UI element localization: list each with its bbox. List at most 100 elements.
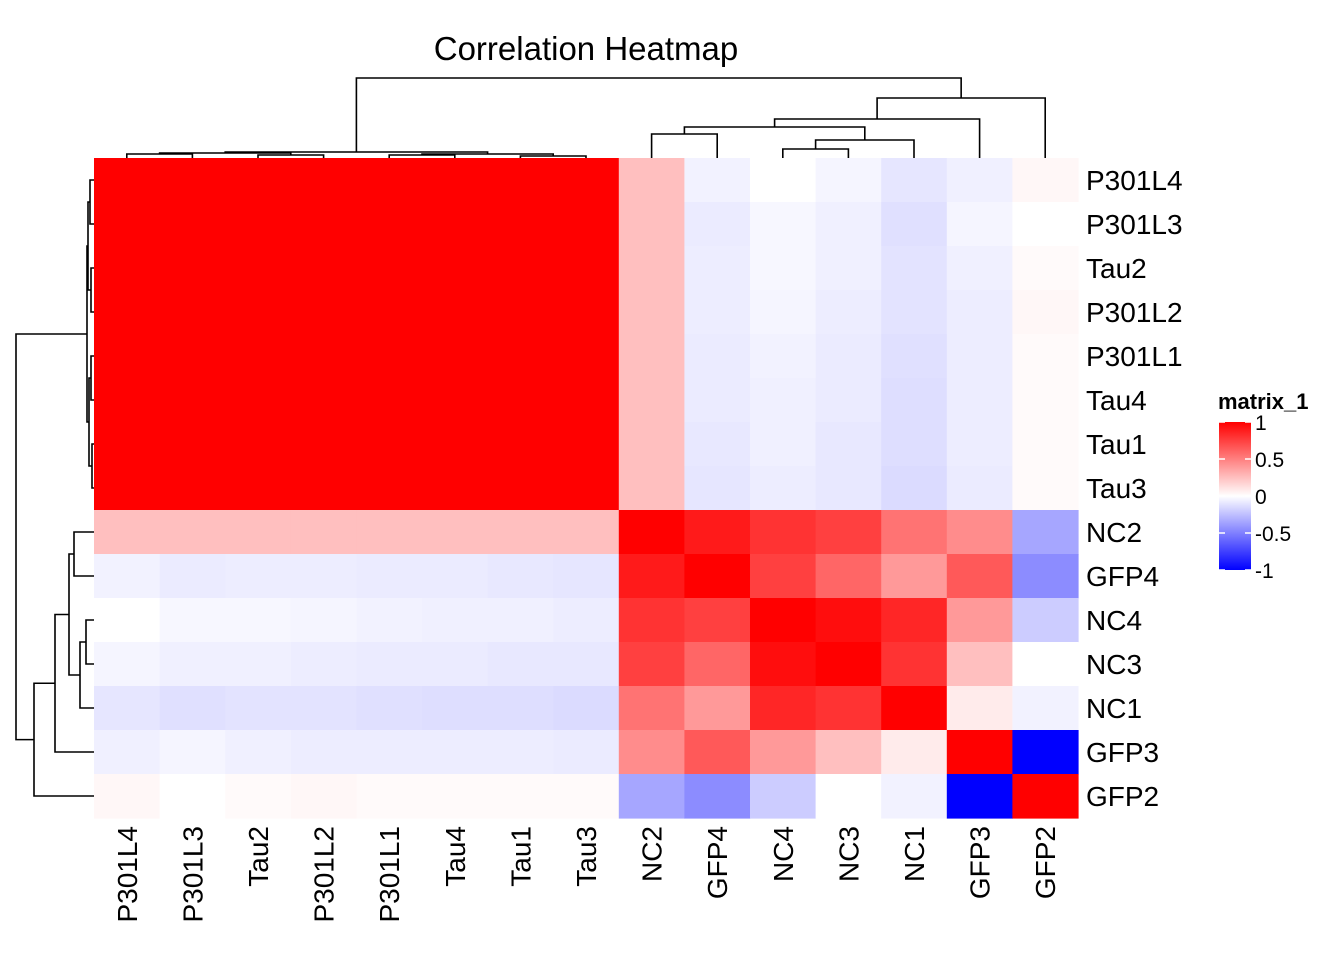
heatmap-cell <box>159 686 226 731</box>
heatmap-cell <box>487 466 554 511</box>
heatmap-cell <box>1012 554 1079 599</box>
heatmap-cell <box>422 774 489 819</box>
legend-tick-label: 0 <box>1255 486 1267 509</box>
heatmap-cell <box>618 290 685 335</box>
heatmap-cell <box>159 598 226 643</box>
heatmap-cell <box>618 246 685 291</box>
heatmap-cell <box>159 422 226 467</box>
heatmap-cell <box>290 290 357 335</box>
dendrogram-link <box>876 97 1046 158</box>
heatmap-cell <box>422 158 489 203</box>
heatmap-cell <box>94 510 161 555</box>
heatmap-cell <box>159 378 226 423</box>
heatmap-cell <box>94 466 161 511</box>
heatmap-cell <box>684 598 751 643</box>
heatmap-cell <box>815 378 882 423</box>
dendrogram-link <box>126 153 194 158</box>
legend-title: matrix_1 <box>1218 389 1309 414</box>
heatmap-cell <box>684 246 751 291</box>
heatmap-cell <box>290 774 357 819</box>
heatmap-cell <box>881 774 948 819</box>
heatmap-cell <box>159 246 226 291</box>
heatmap-cell <box>553 334 620 379</box>
heatmap-cell <box>487 642 554 687</box>
row-label: Tau1 <box>1086 429 1147 460</box>
heatmap-cell <box>356 334 423 379</box>
heatmap-cell <box>553 730 620 775</box>
heatmap-cell <box>618 686 685 731</box>
heatmap-cell <box>487 510 554 555</box>
heatmap-cell <box>94 158 161 203</box>
row-label: GFP4 <box>1086 561 1159 592</box>
dendrogram-link <box>257 154 325 158</box>
row-dendrogram <box>15 179 94 797</box>
heatmap-cell <box>881 730 948 775</box>
legend-tick-label: 0.5 <box>1255 449 1284 472</box>
heatmap-cell <box>815 246 882 291</box>
heatmap-cell <box>225 598 292 643</box>
heatmap-cell <box>881 686 948 731</box>
heatmap-cell <box>815 554 882 599</box>
dendrogram-link <box>773 118 981 158</box>
heatmap-cell <box>422 202 489 247</box>
heatmap-cell <box>290 246 357 291</box>
heatmap-cell <box>815 158 882 203</box>
column-label: NC4 <box>768 826 799 882</box>
heatmap-cell <box>290 202 357 247</box>
heatmap-cell <box>487 290 554 335</box>
heatmap-cell <box>225 290 292 335</box>
heatmap-cell <box>815 202 882 247</box>
heatmap-cell <box>618 510 685 555</box>
heatmap-cell <box>553 202 620 247</box>
heatmap-cell <box>881 642 948 687</box>
heatmap-cell <box>750 774 817 819</box>
row-label: NC2 <box>1086 517 1142 548</box>
heatmap-cell <box>881 158 948 203</box>
heatmap-cell <box>290 158 357 203</box>
heatmap-cell <box>750 642 817 687</box>
heatmap-cell <box>750 554 817 599</box>
heatmap-cell <box>815 642 882 687</box>
heatmap-cell <box>422 290 489 335</box>
heatmap-cell <box>290 686 357 731</box>
heatmap-cell <box>750 422 817 467</box>
heatmap-cell <box>356 290 423 335</box>
heatmap-cell <box>422 466 489 511</box>
heatmap-cell <box>618 554 685 599</box>
heatmap-cell <box>159 554 226 599</box>
heatmap-cell <box>750 510 817 555</box>
heatmap-cell <box>618 774 685 819</box>
heatmap-cell <box>290 378 357 423</box>
heatmap-cell <box>946 290 1013 335</box>
heatmap-cell <box>946 598 1013 643</box>
heatmap-cell <box>618 466 685 511</box>
heatmap-cell <box>487 378 554 423</box>
heatmap-cell <box>159 642 226 687</box>
heatmap-cell <box>422 642 489 687</box>
heatmap-cell <box>159 510 226 555</box>
row-label: P301L2 <box>1086 297 1183 328</box>
heatmap-cell <box>422 334 489 379</box>
heatmap-cell <box>290 642 357 687</box>
column-label: P301L1 <box>374 826 405 923</box>
heatmap-cell <box>356 554 423 599</box>
heatmap-cell <box>553 554 620 599</box>
column-label: Tau4 <box>440 826 471 887</box>
heatmap-cell <box>946 686 1013 731</box>
heatmap-cell <box>684 378 751 423</box>
heatmap-cell <box>815 730 882 775</box>
heatmap-cell <box>356 686 423 731</box>
heatmap-cell <box>356 598 423 643</box>
heatmap-cell <box>553 466 620 511</box>
dendrogram-link <box>85 619 94 665</box>
heatmap-cell <box>94 642 161 687</box>
heatmap-cell <box>422 378 489 423</box>
heatmap-cell <box>750 246 817 291</box>
heatmap-cell <box>815 598 882 643</box>
heatmap-cell <box>159 466 226 511</box>
dendrogram-link <box>73 531 94 577</box>
heatmap-cell <box>225 686 292 731</box>
heatmap-cell <box>946 334 1013 379</box>
heatmap-cell <box>1012 510 1079 555</box>
heatmap-cell <box>946 510 1013 555</box>
